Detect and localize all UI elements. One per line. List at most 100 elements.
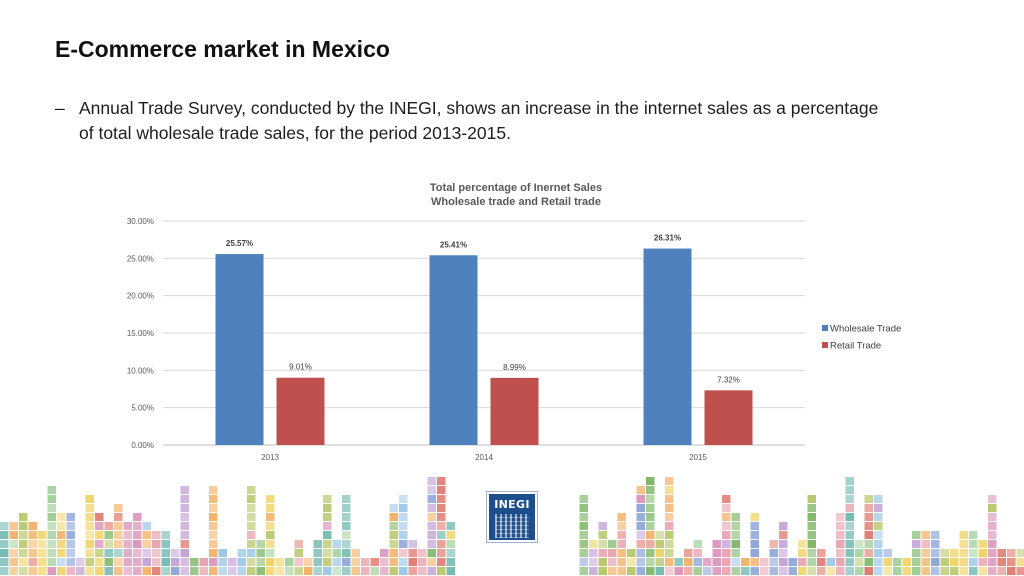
mosaic-tile <box>209 504 218 512</box>
mosaic-tile <box>323 549 332 557</box>
mosaic-tile <box>351 567 360 575</box>
mosaic-tile <box>446 558 455 566</box>
mosaic-tile <box>342 504 351 512</box>
mosaic-tile <box>617 567 626 575</box>
chart-title-line: Total percentage of Inernet Sales <box>430 182 602 194</box>
logo-grid-pattern <box>495 514 529 538</box>
mosaic-tile <box>161 549 170 557</box>
mosaic-tile <box>427 567 436 575</box>
mosaic-tile <box>342 549 351 557</box>
mosaic-tile <box>389 567 398 575</box>
mosaic-tile <box>0 549 9 557</box>
mosaic-tile <box>133 540 142 548</box>
mosaic-tile <box>836 540 845 548</box>
mosaic-tile <box>864 558 873 566</box>
mosaic-tile <box>750 549 759 557</box>
mosaic-tile <box>408 567 417 575</box>
mosaic-tile <box>959 558 968 566</box>
mosaic-tile <box>579 558 588 566</box>
mosaic-tile <box>266 531 275 539</box>
mosaic-tile <box>655 567 664 575</box>
mosaic-tile <box>9 531 18 539</box>
mosaic-tile <box>370 567 379 575</box>
mosaic-tile <box>997 549 1006 557</box>
mosaic-tile <box>266 522 275 530</box>
mosaic-tile <box>361 558 370 566</box>
mosaic-tile <box>237 549 246 557</box>
mosaic-tile <box>199 567 208 575</box>
mosaic-tile <box>693 549 702 557</box>
mosaic-tile <box>608 549 617 557</box>
mosaic-tile <box>361 567 370 575</box>
mosaic-tile <box>323 531 332 539</box>
mosaic-tile <box>304 567 313 575</box>
mosaic-tile <box>1016 549 1024 557</box>
mosaic-tile <box>275 558 284 566</box>
mosaic-tile <box>978 549 987 557</box>
mosaic-tile <box>807 531 816 539</box>
mosaic-tile <box>779 549 788 557</box>
mosaic-tile <box>931 549 940 557</box>
mosaic-tile <box>123 549 132 557</box>
legend-swatch <box>822 325 828 331</box>
mosaic-tile <box>114 567 123 575</box>
mosaic-tile <box>104 558 113 566</box>
mosaic-tile <box>769 567 778 575</box>
mosaic-tile <box>722 567 731 575</box>
mosaic-tile <box>836 567 845 575</box>
mosaic-tile <box>332 567 341 575</box>
mosaic-tile <box>921 549 930 557</box>
mosaic-tile <box>95 531 104 539</box>
mosaic-tile <box>85 531 94 539</box>
mosaic-tile <box>38 549 47 557</box>
mosaic-tile <box>418 558 427 566</box>
mosaic-tile <box>798 567 807 575</box>
mosaic-tile <box>209 567 218 575</box>
mosaic-tile <box>209 495 218 503</box>
mosaic-tile <box>323 522 332 530</box>
mosaic-tile <box>142 558 151 566</box>
mosaic-tile <box>636 504 645 512</box>
mosaic-tile <box>437 504 446 512</box>
mosaic-tile <box>446 549 455 557</box>
mosaic-tile <box>95 513 104 521</box>
mosaic-tile <box>807 558 816 566</box>
mosaic-tile <box>997 567 1006 575</box>
mosaic-tile <box>218 549 227 557</box>
mosaic-tile <box>674 558 683 566</box>
mosaic-tile <box>57 558 66 566</box>
mosaic-tile <box>598 558 607 566</box>
mosaic-tile <box>693 567 702 575</box>
mosaic-tile <box>47 495 56 503</box>
mosaic-tile <box>589 567 598 575</box>
mosaic-tile <box>874 504 883 512</box>
mosaic-tile <box>47 558 56 566</box>
mosaic-tile <box>152 540 161 548</box>
mosaic-tile <box>114 549 123 557</box>
legend-label: Wholesale Trade <box>830 324 901 335</box>
mosaic-tile <box>788 558 797 566</box>
mosaic-tile <box>313 540 322 548</box>
y-tick-label: 25.00% <box>127 254 154 263</box>
mosaic-tile <box>864 531 873 539</box>
x-tick-label: 2014 <box>475 453 493 462</box>
mosaic-tile <box>247 558 256 566</box>
mosaic-tile <box>741 567 750 575</box>
mosaic-tile <box>845 477 854 485</box>
mosaic-tile <box>218 567 227 575</box>
mosaic-tile <box>912 549 921 557</box>
mosaic-tile <box>617 549 626 557</box>
mosaic-tile <box>912 567 921 575</box>
mosaic-tile <box>665 504 674 512</box>
mosaic-tile <box>779 522 788 530</box>
mosaic-tile <box>209 486 218 494</box>
mosaic-tile <box>142 549 151 557</box>
mosaic-tile <box>731 558 740 566</box>
mosaic-tile <box>893 558 902 566</box>
mosaic-tile <box>123 531 132 539</box>
mosaic-tile <box>237 567 246 575</box>
mosaic-tile <box>684 567 693 575</box>
color-mosaic-decoration <box>0 477 1024 575</box>
mosaic-tile <box>646 495 655 503</box>
mosaic-tile <box>988 495 997 503</box>
